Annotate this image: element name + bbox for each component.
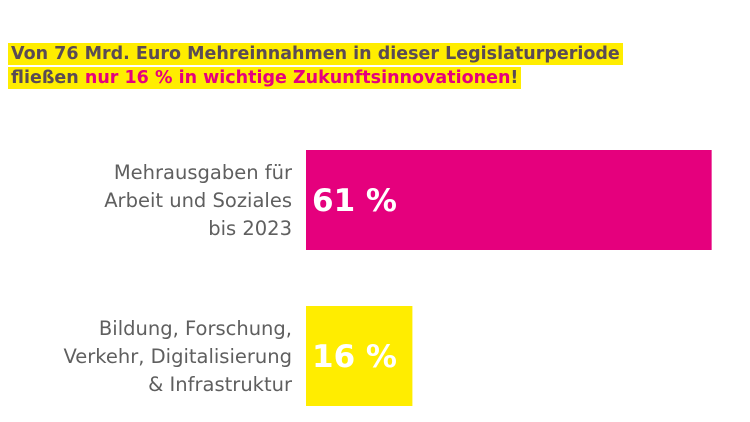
category-label-1-line-1: Mehrausgaben für (114, 161, 293, 184)
headline-highlight: nur 16 % in wichtige Zukunftsinnovatione… (84, 68, 511, 88)
headline-line-2-prefix: fließen (11, 68, 85, 88)
category-label-1-line-2: Arbeit und Soziales (104, 189, 292, 212)
headline-line-1-text: Von 76 Mrd. Euro Mehreinnahmen in dieser… (11, 44, 620, 64)
category-label-2-line-2: Verkehr, Digitalisierung (63, 345, 292, 368)
headline-line-2: fließen nur 16 % in wichtige Zukunftsinn… (8, 67, 522, 89)
value-label-1: 61 % (312, 183, 397, 219)
category-label-1-line-3: bis 2023 (208, 217, 292, 240)
category-label-2-line-3: & Infrastruktur (148, 373, 293, 396)
headline-line-1: Von 76 Mrd. Euro Mehreinnahmen in dieser… (8, 43, 623, 65)
value-label-2: 16 % (312, 339, 397, 375)
bar-1 (306, 150, 712, 250)
bar-2 (306, 306, 413, 406)
headline-line-2-suffix: ! (510, 68, 519, 88)
category-label-2-line-1: Bildung, Forschung, (99, 317, 292, 340)
headline: Von 76 Mrd. Euro Mehreinnahmen in dieser… (8, 42, 708, 90)
